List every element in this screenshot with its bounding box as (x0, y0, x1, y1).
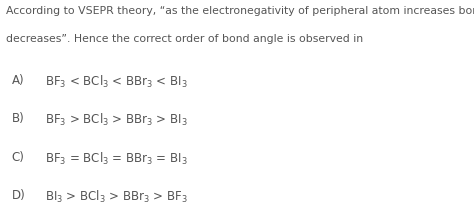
Text: BF$_3$ = BCl$_3$ = BBr$_3$ = BI$_3$: BF$_3$ = BCl$_3$ = BBr$_3$ = BI$_3$ (45, 151, 188, 167)
Text: A): A) (12, 74, 25, 87)
Text: BI$_3$ > BCl$_3$ > BBr$_3$ > BF$_3$: BI$_3$ > BCl$_3$ > BBr$_3$ > BF$_3$ (45, 189, 188, 205)
Text: BF$_3$ < BCl$_3$ < BBr$_3$ < BI$_3$: BF$_3$ < BCl$_3$ < BBr$_3$ < BI$_3$ (45, 74, 188, 90)
Text: According to VSEPR theory, “as the electronegativity of peripheral atom increase: According to VSEPR theory, “as the elect… (6, 6, 474, 16)
Text: B): B) (12, 112, 25, 125)
Text: D): D) (12, 189, 26, 202)
Text: C): C) (12, 151, 25, 163)
Text: decreases”. Hence the correct order of bond angle is observed in: decreases”. Hence the correct order of b… (6, 34, 363, 44)
Text: BF$_3$ > BCl$_3$ > BBr$_3$ > BI$_3$: BF$_3$ > BCl$_3$ > BBr$_3$ > BI$_3$ (45, 112, 188, 128)
